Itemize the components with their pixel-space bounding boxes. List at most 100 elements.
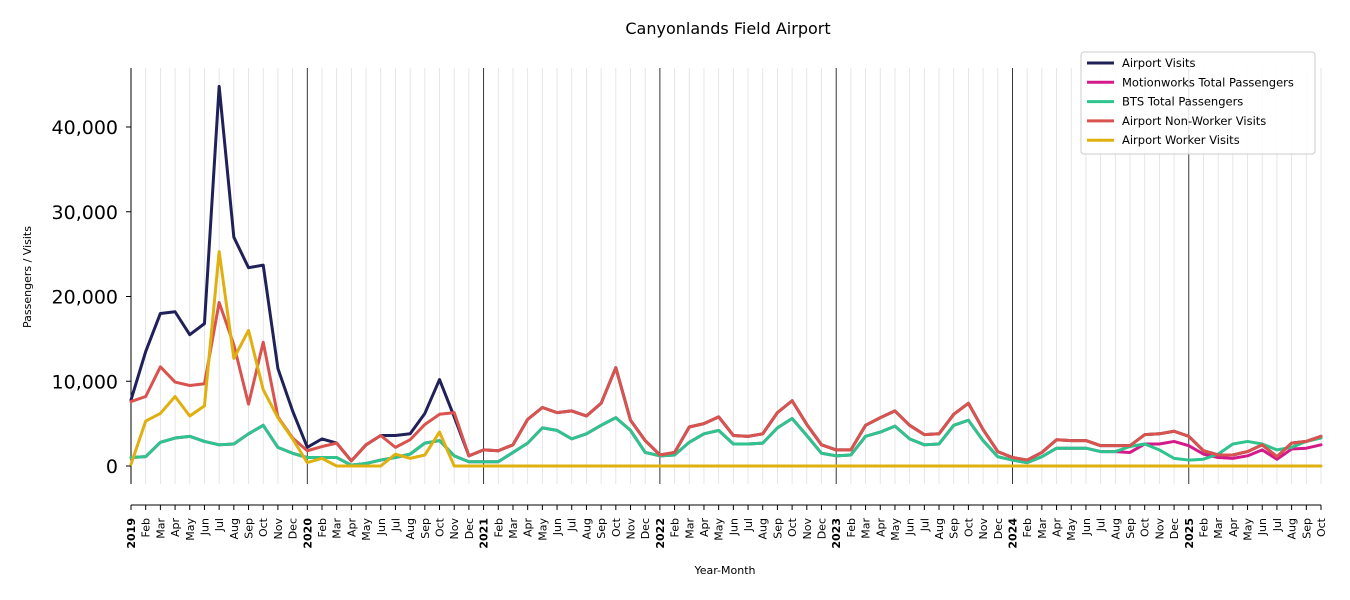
y-axis-label: Passengers / Visits xyxy=(21,226,34,328)
x-tick-label: Jun xyxy=(375,518,388,536)
y-tick-label: 20,000 xyxy=(52,287,118,309)
x-tick-label: Jul xyxy=(742,518,755,532)
x-tick-label: Mar xyxy=(154,518,167,539)
x-tick-label: Sep xyxy=(1124,518,1137,539)
x-tick-label: Aug xyxy=(757,518,770,539)
x-tick-label: Dec xyxy=(1168,518,1181,539)
x-tick-label: Nov xyxy=(625,518,638,540)
x-tick-label: Jul xyxy=(918,518,931,532)
x-tick-label: Mar xyxy=(1036,518,1049,539)
y-tick-label: 0 xyxy=(106,456,118,478)
x-tick-label: Apr xyxy=(1051,518,1064,538)
x-tick-label: Mar xyxy=(1212,518,1225,539)
x-tick-label: Jul xyxy=(566,518,579,532)
x-tick-label: Oct xyxy=(610,517,623,537)
series-line-airport-worker-visits xyxy=(129,250,1323,468)
legend-label: BTS Total Passengers xyxy=(1122,95,1243,109)
x-axis-label: Year-Month xyxy=(693,564,755,577)
x-axis: 2019 Feb Mar Apr May Jun Jul Aug Sep Oct Nov Dec 202… xyxy=(125,504,1328,549)
x-tick-label: Nov xyxy=(1153,518,1166,540)
x-tick-label-year: 2024 xyxy=(1006,518,1019,549)
x-tick-label: Jun xyxy=(904,518,917,536)
x-tick-label-year: 2019 xyxy=(125,518,138,549)
legend-label: Airport Non-Worker Visits xyxy=(1122,114,1266,128)
series-line-airport-non-worker-visits xyxy=(129,300,1323,463)
series-lines xyxy=(129,84,1323,468)
x-tick-label: Oct xyxy=(962,517,975,537)
x-tick-label: May xyxy=(1065,518,1078,541)
x-tick-label: Aug xyxy=(580,518,593,539)
x-tick-label: Nov xyxy=(272,518,285,540)
x-tick-label: Mar xyxy=(507,518,520,539)
x-tick-label: Nov xyxy=(977,518,990,540)
x-tick-label: Aug xyxy=(933,518,946,539)
x-tick-label: Dec xyxy=(639,518,652,539)
y-tick-label: 10,000 xyxy=(52,371,118,393)
series-line-bts-total-passengers xyxy=(129,416,1323,467)
x-tick-label: Apr xyxy=(345,518,358,538)
x-tick-label: Jun xyxy=(727,518,740,536)
x-tick-label: Feb xyxy=(1021,518,1034,537)
x-tick-label: Sep xyxy=(771,518,784,539)
y-tick-label: 30,000 xyxy=(52,202,118,224)
x-tick-label: Feb xyxy=(140,518,153,537)
x-tick-label: May xyxy=(889,518,902,541)
x-tick-label: Mar xyxy=(860,518,873,539)
x-tick-label: Mar xyxy=(331,518,344,539)
x-tick-label: Jul xyxy=(389,518,402,532)
x-tick-label: Jun xyxy=(551,518,564,536)
x-tick-label: Mar xyxy=(683,518,696,539)
x-tick-label: Apr xyxy=(698,518,711,538)
x-tick-label: Feb xyxy=(845,518,858,537)
x-tick-label: Aug xyxy=(1286,518,1299,539)
x-tick-label: Apr xyxy=(522,518,535,538)
x-tick-label: Oct xyxy=(1315,517,1328,537)
x-tick-label-year: 2020 xyxy=(301,518,314,549)
legend: Airport Visits Motionworks Total Passenge… xyxy=(1080,51,1316,155)
y-tick-label: 40,000 xyxy=(52,117,118,139)
x-tick-label: Dec xyxy=(463,518,476,539)
legend-label: Airport Visits xyxy=(1122,56,1196,70)
x-tick-label: Jul xyxy=(1095,518,1108,532)
x-tick-label: Feb xyxy=(492,518,505,537)
x-tick-label: Sep xyxy=(948,518,961,539)
x-tick-label: Oct xyxy=(257,517,270,537)
x-tick-label: Oct xyxy=(1139,517,1152,537)
x-tick-label: Aug xyxy=(1109,518,1122,539)
x-tick-label: Nov xyxy=(448,518,461,540)
x-tick-label: Nov xyxy=(801,518,814,540)
x-tick-label: Sep xyxy=(595,518,608,539)
legend-label: Airport Worker Visits xyxy=(1122,133,1240,147)
x-tick-label: Feb xyxy=(1197,518,1210,537)
x-tick-label: May xyxy=(1242,518,1255,541)
x-tick-label: Oct xyxy=(786,517,799,537)
x-tick-label: Apr xyxy=(874,518,887,538)
x-tick-label: Sep xyxy=(419,518,432,539)
x-tick-label: Oct xyxy=(434,517,447,537)
x-tick-label-year: 2021 xyxy=(478,518,491,549)
legend-box xyxy=(1080,51,1316,155)
x-tick-label: Aug xyxy=(404,518,417,539)
x-tick-label: Apr xyxy=(1227,518,1240,538)
x-tick-label: May xyxy=(360,518,373,541)
x-tick-label: Dec xyxy=(992,518,1005,539)
x-tick-label: Aug xyxy=(228,518,241,539)
x-tick-label: Jul xyxy=(213,518,226,532)
x-tick-label: Apr xyxy=(169,518,182,538)
x-tick-label: Sep xyxy=(243,518,256,539)
x-tick-label-year: 2022 xyxy=(654,518,667,549)
x-tick-label: Feb xyxy=(669,518,682,537)
legend-label: Motionworks Total Passengers xyxy=(1122,75,1294,89)
x-tick-label: Dec xyxy=(815,518,828,539)
x-tick-label: Jun xyxy=(198,518,211,536)
x-tick-label: Jun xyxy=(1256,518,1269,536)
x-tick-label: Feb xyxy=(316,518,329,537)
x-tick-label: Dec xyxy=(287,518,300,539)
x-tick-label: May xyxy=(713,518,726,541)
x-tick-label: Jun xyxy=(1080,518,1093,536)
x-tick-label: Sep xyxy=(1300,518,1313,539)
x-tick-label: Jul xyxy=(1271,518,1284,532)
x-tick-label: May xyxy=(536,518,549,541)
y-axis: 0 10,000 20,000 30,000 40,000 xyxy=(52,68,132,484)
